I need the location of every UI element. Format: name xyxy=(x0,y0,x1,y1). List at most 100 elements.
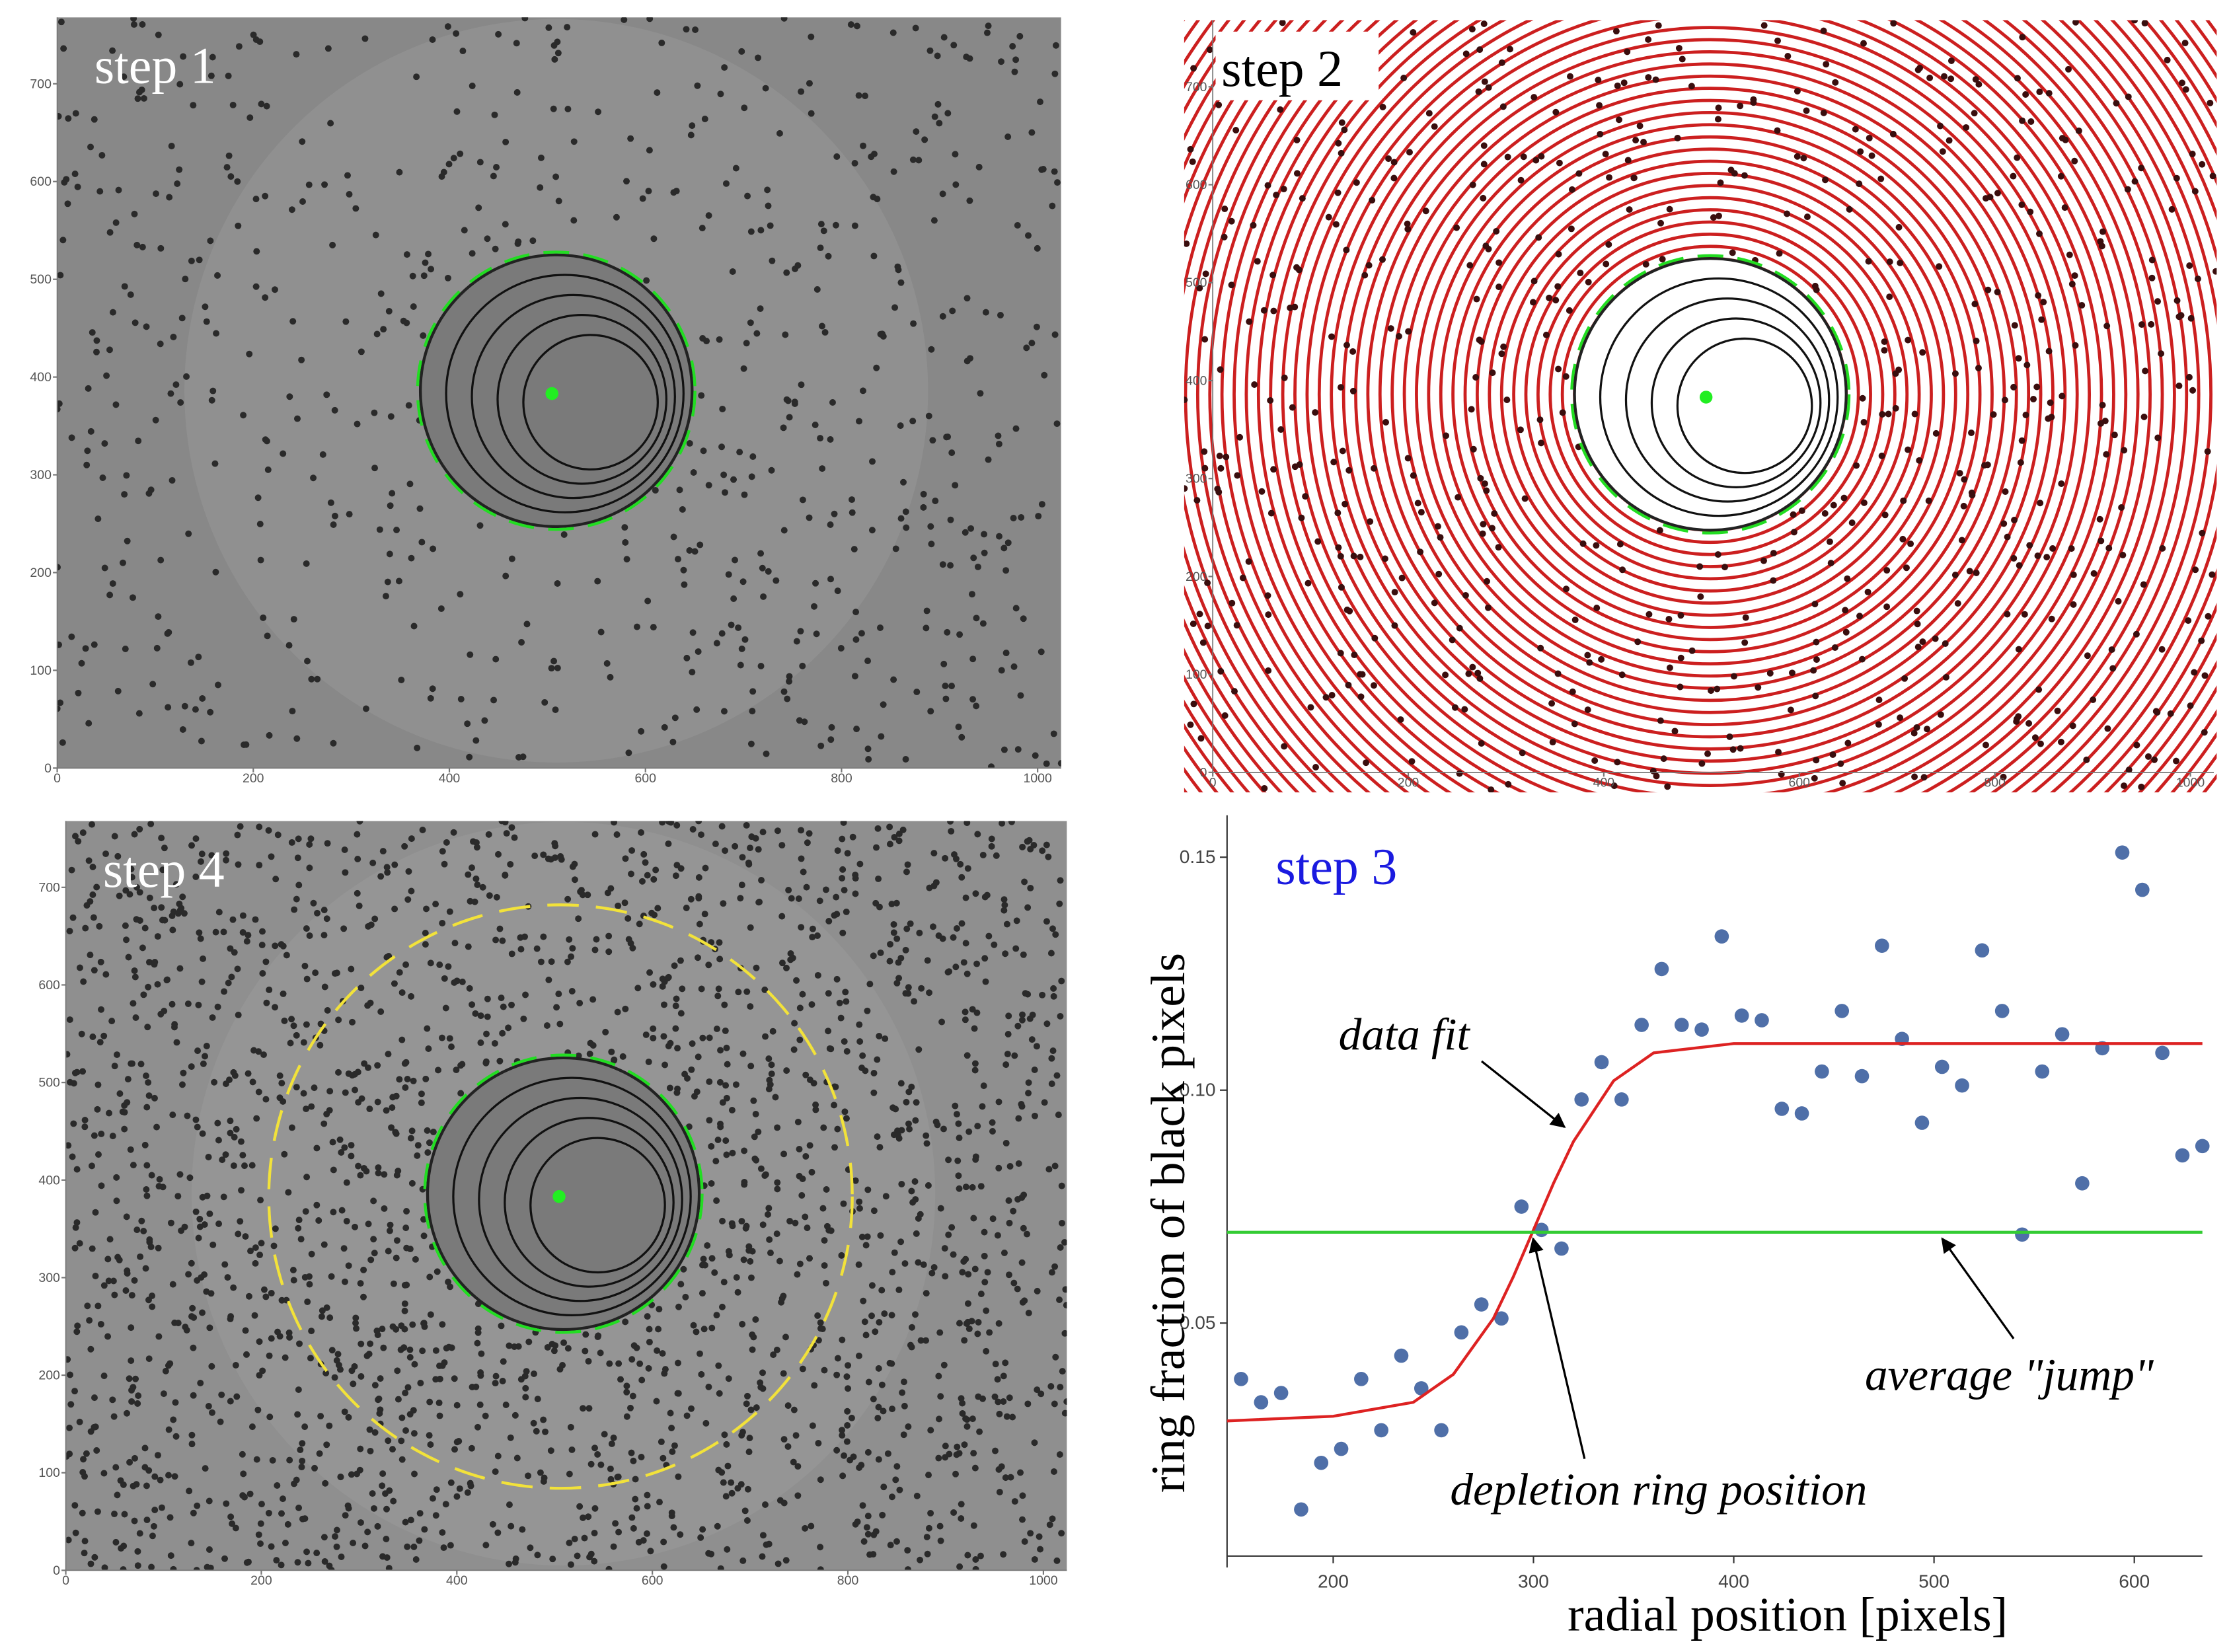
cell xyxy=(1575,170,1583,177)
y-tick-label: 0.10 xyxy=(1180,1079,1216,1100)
cell xyxy=(1655,22,1662,29)
cell xyxy=(776,1258,783,1265)
cell xyxy=(1591,757,1599,764)
cell xyxy=(1555,365,1562,373)
cell xyxy=(1341,126,1348,133)
cell xyxy=(652,486,659,494)
cell xyxy=(784,695,791,702)
cell xyxy=(995,432,1002,439)
cell xyxy=(139,243,146,250)
cell xyxy=(995,1098,1002,1106)
cell xyxy=(646,1326,653,1333)
cell xyxy=(100,1372,108,1380)
cell xyxy=(225,152,233,159)
cell xyxy=(841,1452,848,1459)
cell xyxy=(369,1490,376,1497)
cell xyxy=(141,1445,149,1452)
cell xyxy=(143,1186,150,1193)
cell xyxy=(284,1521,291,1528)
cell xyxy=(1803,213,1811,221)
cell xyxy=(370,1236,377,1243)
cell xyxy=(786,678,793,685)
cell xyxy=(151,1507,159,1514)
cell xyxy=(1381,555,1388,562)
cell xyxy=(752,1316,759,1323)
cell xyxy=(975,1318,982,1326)
cell xyxy=(387,1221,394,1228)
cell xyxy=(859,1052,866,1059)
cell xyxy=(650,876,658,883)
cell xyxy=(632,1495,639,1503)
cell xyxy=(849,833,856,841)
cell xyxy=(622,539,629,546)
cell xyxy=(1025,1079,1032,1086)
cell xyxy=(660,1538,667,1546)
cell xyxy=(511,1411,519,1419)
cell xyxy=(317,1041,324,1049)
cell xyxy=(326,1088,334,1095)
cell xyxy=(1537,644,1544,652)
cell xyxy=(371,465,379,472)
cell xyxy=(1889,130,1897,137)
cell xyxy=(313,1145,321,1152)
cell xyxy=(1937,711,1944,718)
data-point xyxy=(1694,1022,1709,1037)
cell xyxy=(603,660,611,667)
cell xyxy=(272,1225,279,1232)
cell xyxy=(1408,758,1416,765)
cell xyxy=(2019,34,2026,41)
cell xyxy=(619,1053,626,1060)
cell xyxy=(737,895,744,902)
cell xyxy=(995,1164,1002,1172)
cell xyxy=(1004,539,1012,546)
cell xyxy=(798,827,805,834)
cell xyxy=(206,1497,213,1505)
cell xyxy=(530,1419,537,1427)
cell xyxy=(342,869,349,876)
cell xyxy=(642,1031,650,1038)
cell xyxy=(134,1548,141,1555)
cell xyxy=(646,1338,653,1345)
cell xyxy=(2158,350,2165,357)
cell xyxy=(870,1089,878,1096)
cell xyxy=(133,241,141,248)
cell xyxy=(1755,684,1762,691)
cell xyxy=(121,1109,128,1116)
cell xyxy=(946,968,953,975)
cell xyxy=(2148,274,2156,282)
cell xyxy=(198,978,206,985)
cell xyxy=(948,449,956,457)
cell xyxy=(1204,580,1211,587)
cell xyxy=(854,22,860,30)
cell xyxy=(686,439,693,447)
cell xyxy=(1232,126,1240,133)
analysis-ring xyxy=(1378,62,2043,727)
cell xyxy=(424,1149,432,1156)
x-tick-label: 0 xyxy=(1209,775,1217,790)
cell xyxy=(1215,101,1223,108)
cell xyxy=(1554,670,1562,677)
cell xyxy=(139,944,146,952)
cell xyxy=(146,1236,153,1243)
cell xyxy=(1593,542,1600,549)
cell xyxy=(176,900,183,907)
cell xyxy=(338,1554,345,1561)
cell xyxy=(695,1053,702,1061)
cell xyxy=(622,1005,629,1012)
cell xyxy=(705,212,712,219)
cell xyxy=(1852,126,1859,133)
cell xyxy=(930,1263,938,1271)
cell xyxy=(342,1089,349,1096)
cell xyxy=(367,1256,375,1263)
cell xyxy=(913,1099,920,1106)
cell xyxy=(183,373,190,380)
cell xyxy=(186,1487,193,1495)
cell xyxy=(716,1390,723,1397)
cell xyxy=(1007,1474,1014,1481)
cell xyxy=(1397,716,1404,723)
cell xyxy=(852,609,860,616)
cell xyxy=(687,895,695,903)
cell xyxy=(153,644,161,652)
cell xyxy=(633,1505,640,1512)
cell xyxy=(92,1209,99,1216)
